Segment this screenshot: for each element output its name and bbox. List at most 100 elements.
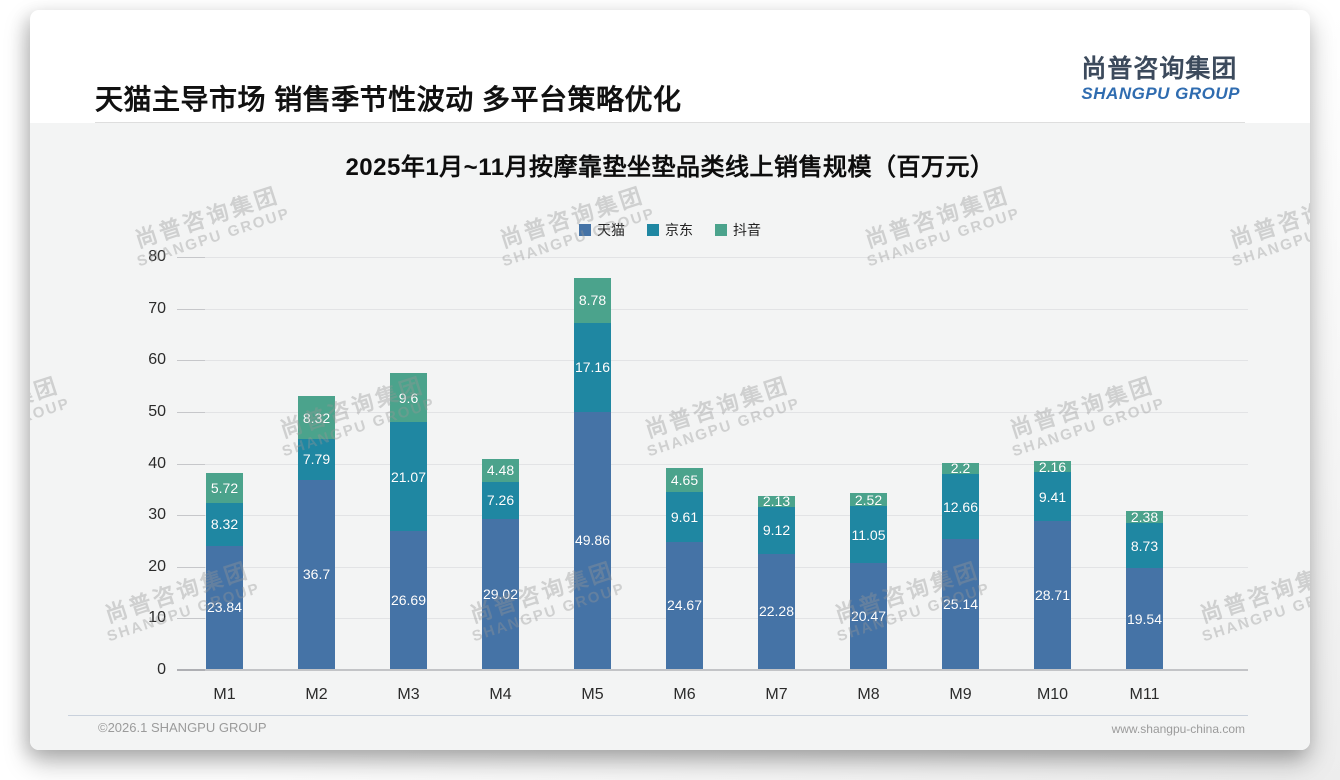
bar-segment-抖音: 9.6	[390, 372, 427, 423]
legend-item: 京东	[647, 220, 693, 240]
bar-segment-天猫: 19.54	[1126, 568, 1163, 669]
bar-value-label: 2.13	[762, 493, 791, 510]
grid-line	[177, 411, 1248, 413]
bar-value-label: 7.79	[302, 451, 331, 468]
x-axis-label: M11	[1129, 686, 1160, 703]
bar-segment-抖音: 2.2	[942, 461, 979, 475]
bar-segment-京东: 11.05	[850, 506, 887, 564]
grid-line	[177, 515, 1248, 517]
chart-legend: 天猫 京东 抖音	[30, 220, 1310, 240]
bar-value-label: 8.32	[210, 516, 239, 533]
watermark-english-text: SHANGPU GROUP	[105, 580, 263, 646]
bar-segment-京东: 8.32	[206, 503, 243, 546]
watermark-chinese-text: 尚普咨询集团	[497, 182, 648, 253]
bar-value-label: 22.28	[758, 603, 795, 620]
bar-segment-京东: 9.12	[758, 506, 795, 554]
footer-copyright: ©2026.1 SHANGPU GROUP	[98, 720, 267, 735]
bar-segment-天猫: 25.14	[942, 539, 979, 669]
bar-value-label: 8.32	[302, 409, 331, 426]
bar-segment-抖音: 5.72	[206, 473, 243, 503]
bar-segment-抖音: 2.52	[850, 491, 887, 508]
plot-area: 23.84 8.32 5.72 M1 36.7 7.79 8.32 M2 26.69 21.07 9…	[177, 257, 1248, 703]
bar-M7: 22.28 9.12 2.13	[758, 493, 795, 669]
bar-segment-抖音: 4.65	[666, 468, 703, 493]
bar-value-label: 36.7	[302, 566, 331, 583]
watermark-chinese-text: 尚普咨询集团	[102, 557, 253, 628]
bar-value-label: 2.52	[854, 491, 883, 508]
bar-M9: 25.14 12.66 2.2	[942, 461, 979, 669]
x-axis-label: M10	[1036, 686, 1069, 703]
logo-chinese-text: 尚普咨询集团	[1081, 55, 1238, 83]
bar-value-label: 20.47	[850, 608, 887, 625]
bar-segment-京东: 9.61	[666, 492, 703, 542]
bar-segment-天猫: 22.28	[758, 553, 795, 669]
bar-segment-京东: 7.26	[482, 481, 519, 520]
watermark-chinese-text: 尚普咨询集团	[467, 557, 618, 628]
bar-value-label: 8.73	[1130, 537, 1159, 554]
bar-value-label: 17.16	[574, 359, 611, 376]
legend-swatch	[579, 224, 591, 236]
y-axis-label: 80	[148, 248, 166, 265]
bar-value-label: 4.65	[670, 472, 699, 489]
bar-value-label: 26.69	[390, 592, 427, 609]
bar-M1: 23.84 8.32 5.72	[206, 473, 243, 669]
y-axis-label: 70	[148, 299, 166, 317]
watermark-chinese-text: 尚普咨询集团	[642, 372, 793, 443]
y-axis-label: 30	[148, 506, 166, 524]
bar-segment-天猫: 28.71	[1034, 520, 1071, 669]
bar-M10: 28.71 9.41 2.16	[1034, 458, 1071, 669]
bar-value-label: 9.12	[762, 522, 791, 539]
bar-segment-天猫: 23.84	[206, 545, 243, 669]
y-axis-label: 60	[148, 351, 166, 369]
bar-value-label: 9.6	[398, 389, 419, 406]
grid-line	[177, 360, 1248, 362]
bar-M8: 20.47 11.05 2.52	[850, 493, 887, 669]
bar-segment-天猫: 49.86	[574, 411, 611, 669]
grid-line	[177, 308, 1248, 310]
x-axis-label: M7	[765, 686, 788, 703]
legend-swatch	[715, 224, 727, 236]
legend-label: 抖音	[733, 222, 761, 238]
bar-segment-天猫: 24.67	[666, 541, 703, 669]
watermark-layer: 尚普咨询集团 SHANGPU GROUP 尚普咨询集团 SHANGPU GROUP 尚普…	[30, 123, 1310, 750]
bar-value-label: 49.86	[574, 532, 611, 549]
bar-value-label: 24.67	[666, 597, 703, 614]
bar-segment-抖音: 8.32	[298, 396, 335, 440]
y-axis-label: 50	[148, 402, 166, 420]
watermark-english-text: SHANGPU GROUP	[280, 395, 438, 461]
bar-segment-天猫: 26.69	[390, 531, 427, 669]
x-axis-line	[177, 669, 1248, 671]
bar-value-label: 19.54	[1126, 610, 1163, 627]
x-axis-label: M3	[397, 686, 420, 703]
legend-label: 天猫	[597, 222, 625, 238]
bar-segment-天猫: 36.7	[298, 479, 335, 669]
bar-segment-抖音: 2.38	[1126, 510, 1163, 524]
watermark-chinese-text: 尚普咨询集团	[1227, 182, 1310, 253]
footer-website: www.shangpu-china.com	[1111, 722, 1245, 736]
bar-value-label: 29.02	[482, 586, 519, 603]
x-axis-label: M2	[305, 686, 328, 703]
x-axis-label: M5	[581, 686, 604, 703]
watermark-chinese-text: 尚普咨询集团	[862, 182, 1013, 253]
bar-M6: 24.67 9.61 4.65	[666, 468, 703, 669]
bar-value-label: 7.26	[486, 492, 515, 509]
report-card: 天猫主导市场 销售季节性波动 多平台策略优化 尚普咨询集团 SHANGPU GR…	[30, 10, 1310, 750]
bar-value-label: 2.16	[1038, 458, 1067, 475]
legend-item: 抖音	[715, 220, 761, 240]
chart-title: 2025年1月~11月按摩靠垫坐垫品类线上销售规模（百万元）	[345, 154, 995, 181]
x-axis-label: M4	[489, 686, 512, 703]
bar-segment-抖音: 2.16	[1034, 458, 1071, 475]
bar-segment-天猫: 20.47	[850, 563, 887, 669]
bar-segment-抖音: 8.78	[574, 277, 611, 324]
bar-value-label: 9.61	[670, 508, 699, 525]
